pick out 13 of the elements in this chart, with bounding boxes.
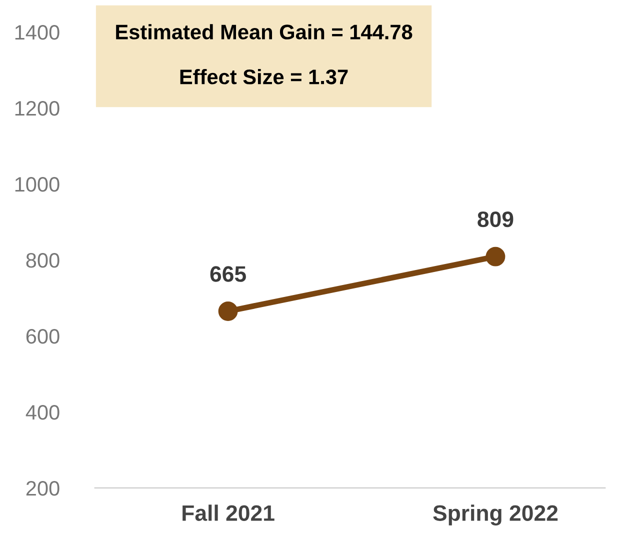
data-label: 665 [210,266,246,282]
y-tick-label: 1000 [15,176,60,192]
data-label: 809 [478,211,514,228]
y-tick-label: 800 [26,252,60,268]
y-tick-label: 1200 [15,100,60,116]
y-tick-label: 600 [26,328,60,344]
x-tick-label: Spring 2022 [433,504,558,526]
x-tick-label: Fall 2021 [182,504,274,521]
annotation: Effect Size = 1.37 [180,69,348,84]
y-tick-label: 1400 [15,25,60,40]
y-tick-label: 400 [26,404,60,420]
annotation: Estimated Mean Gain = 144.78 [116,24,412,40]
y-tick-label: 200 [26,480,60,496]
